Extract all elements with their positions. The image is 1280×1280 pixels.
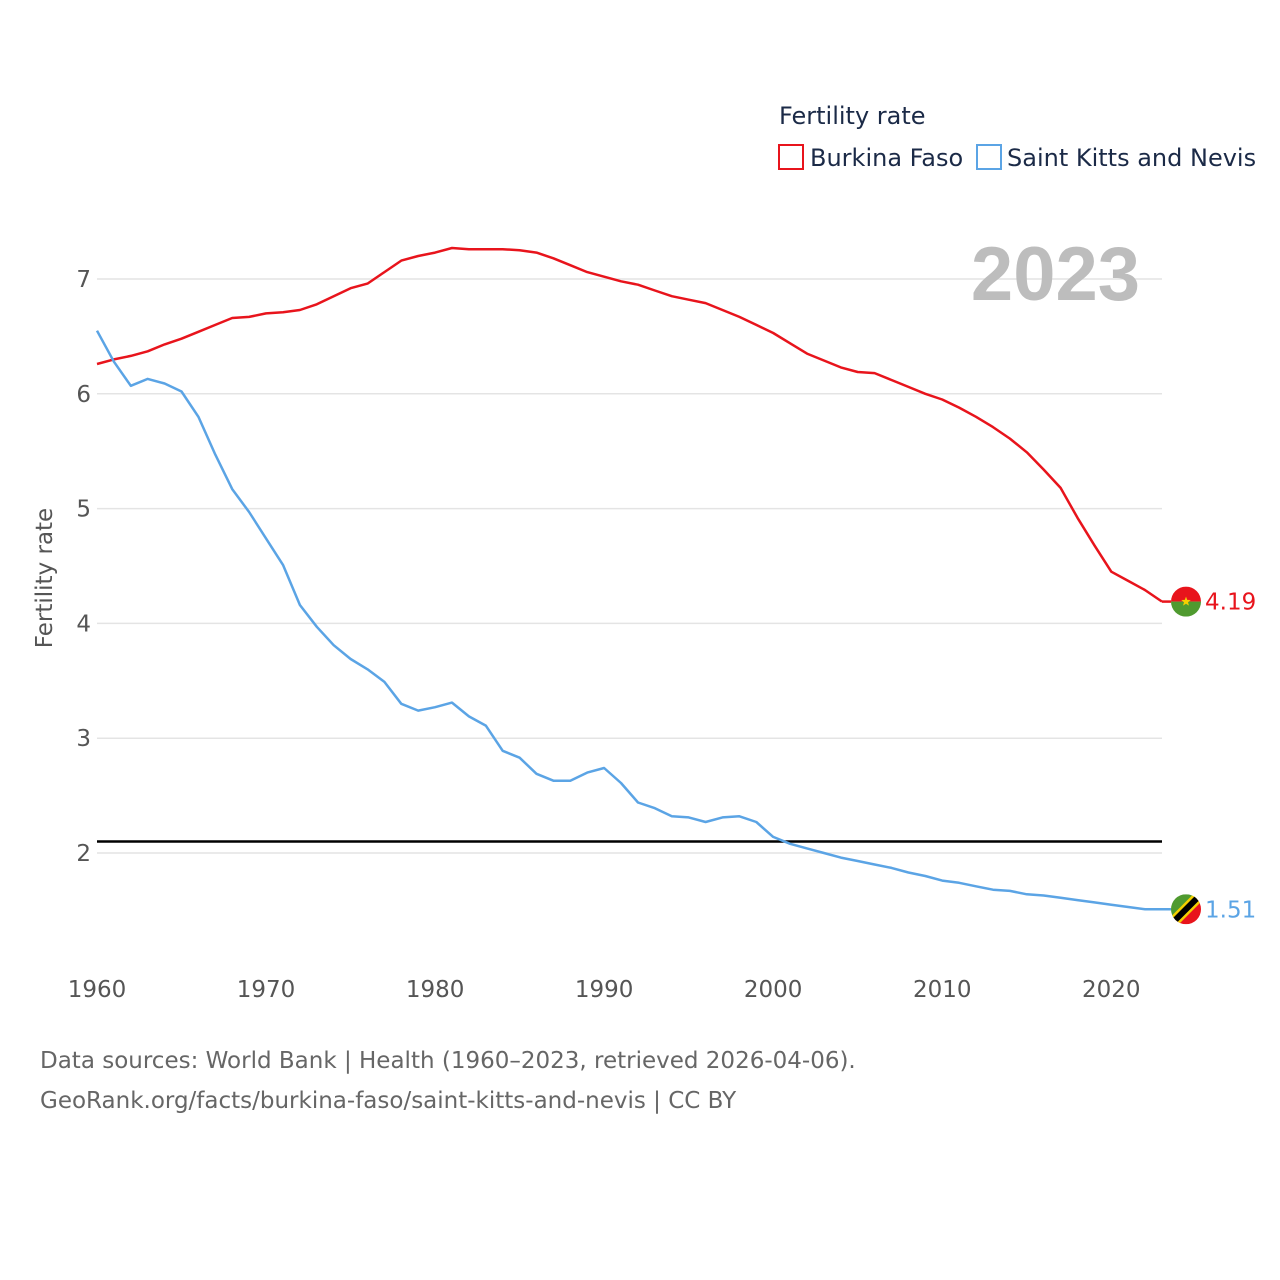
end-markers: 4.19 1.51 [1162,586,1256,925]
series-line-burkina-faso [96,246,1163,603]
y-tick-label: 3 [76,726,91,752]
burkina-faso-flag-icon [1171,586,1201,617]
legend-label: Saint Kitts and Nevis [1007,144,1256,172]
x-tick-label: 2020 [1082,977,1141,1003]
end-value-label: 1.51 [1205,897,1256,923]
source-line-2: GeoRank.org/facts/burkina-faso/saint-kit… [40,1088,737,1114]
end-value-label: 4.19 [1205,590,1256,616]
year-label: 2023 [971,232,1140,317]
x-tick-label: 1960 [68,977,127,1003]
saint-kitts-and-nevis-flag-icon [1171,894,1201,925]
x-axis-ticks: 1960 1970 1980 1990 2000 2010 2020 [68,977,1141,1003]
x-tick-label: 2010 [913,977,972,1003]
legend-swatch [778,144,804,170]
y-axis-label: Fertility rate [32,508,58,648]
series-lines [95,246,1163,911]
source-line-1: Data sources: World Bank | Health (1960–… [40,1048,856,1074]
y-tick-label: 6 [76,382,91,408]
gridlines [97,278,1162,854]
legend-swatch [976,144,1002,170]
legend: Burkina Faso Saint Kitts and Nevis [778,144,1256,172]
x-tick-label: 1980 [406,977,465,1003]
series-line-saint-kitts-and-nevis [95,330,1162,911]
y-tick-label: 2 [76,841,91,867]
y-tick-label: 5 [76,497,91,523]
x-tick-label: 2000 [744,977,803,1003]
x-tick-label: 1990 [575,977,634,1003]
y-tick-label: 7 [76,267,91,293]
y-tick-label: 4 [76,611,91,637]
x-tick-label: 1970 [237,977,296,1003]
legend-title: Fertility rate [779,102,926,130]
y-axis-ticks: 2 3 4 5 6 7 [76,267,91,867]
legend-label: Burkina Faso [810,144,963,172]
